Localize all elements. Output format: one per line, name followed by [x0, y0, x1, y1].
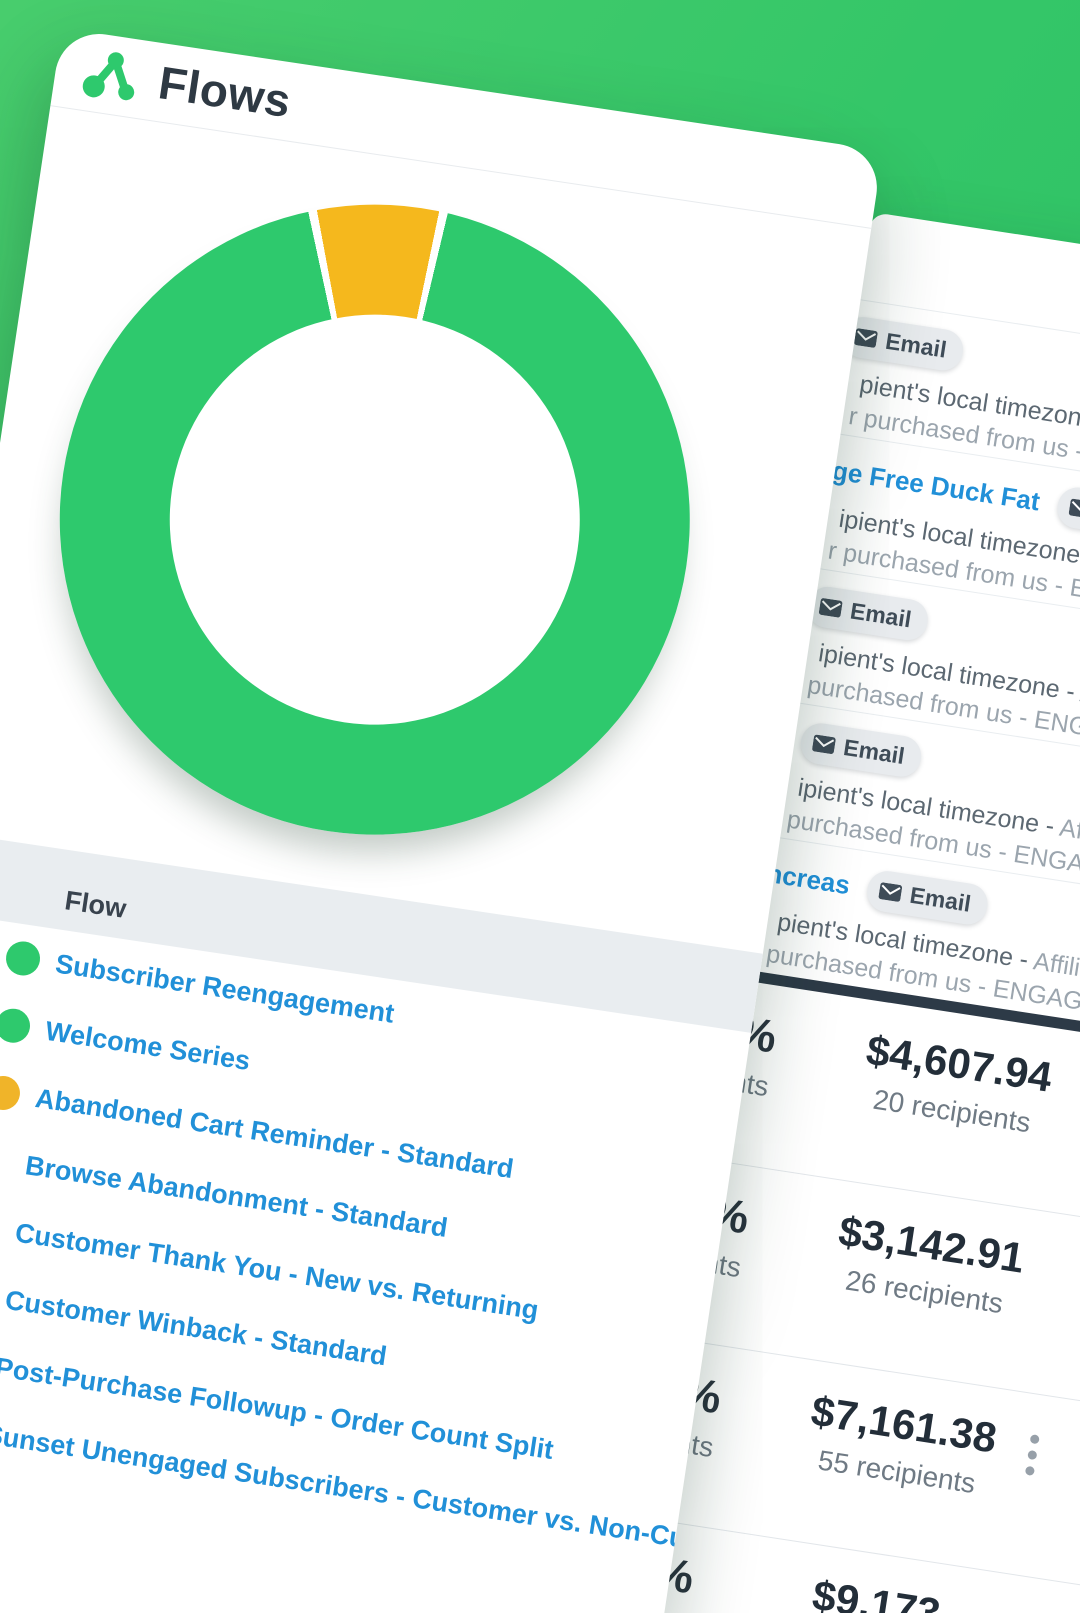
envelope-icon — [878, 882, 902, 902]
message-name-link[interactable]: ncreas — [764, 857, 853, 901]
email-list-card: Email pient's local timezone - Affiliat … — [592, 212, 1080, 1613]
legend-dot — [3, 939, 43, 978]
badge-label: Email — [848, 597, 914, 633]
envelope-icon — [854, 328, 878, 348]
legend-dot — [0, 1006, 33, 1046]
list-item[interactable]: Email ipient's local timezone - Affiliat… — [776, 702, 1080, 992]
flow-name-link[interactable]: Welcome Series — [43, 1015, 253, 1076]
email-channel-badge: Email — [1054, 484, 1080, 544]
legend-dot — [0, 1073, 23, 1113]
flows-card: Flows Flow Subscriber Reengagement Welco… — [0, 28, 883, 1613]
list-item[interactable]: ncreas Email pient's local timezone - Af… — [755, 836, 1080, 1126]
email-channel-badge: Email — [804, 584, 931, 643]
page-title: Flows — [155, 56, 295, 128]
email-channel-badge: Email — [798, 720, 925, 780]
card-header: Flows — [50, 28, 883, 229]
email-channel-badge: Email — [840, 314, 967, 374]
badge-label: Email — [841, 734, 907, 770]
envelope-icon — [818, 598, 843, 618]
envelope-icon — [812, 734, 836, 754]
flow-branch-icon — [82, 52, 135, 101]
envelope-icon — [1068, 498, 1080, 519]
flow-column-header: Flow — [62, 885, 129, 924]
flows-donut-chart[interactable] — [16, 161, 733, 878]
badge-label: Email — [883, 327, 949, 363]
badge-label: Email — [908, 881, 973, 917]
list-item[interactable]: Email ipient's local timezone - Affiliat… — [796, 567, 1080, 857]
email-list: Email pient's local timezone - Affiliat … — [755, 298, 1080, 1126]
list-item[interactable]: Email pient's local timezone - Affiliat … — [838, 298, 1080, 588]
email-channel-badge: Email — [864, 868, 991, 928]
